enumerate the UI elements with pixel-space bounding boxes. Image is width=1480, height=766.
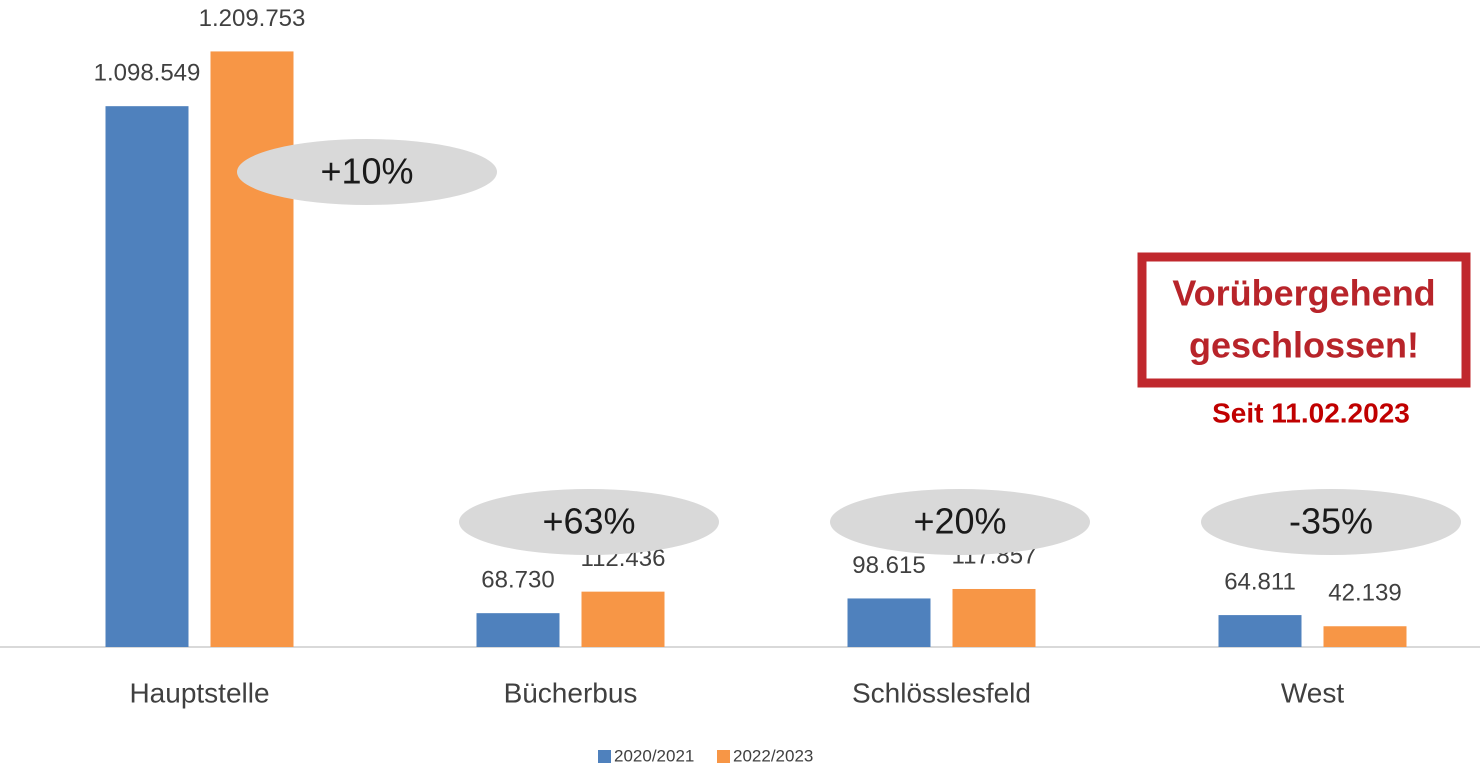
bar bbox=[1324, 626, 1407, 647]
closed-stamp: Vorübergehend geschlossen! bbox=[1142, 257, 1466, 383]
bar bbox=[211, 51, 294, 647]
value-label: 42.139 bbox=[1328, 580, 1401, 607]
value-label: 98.615 bbox=[852, 552, 925, 579]
change-label: +63% bbox=[542, 501, 635, 542]
bar bbox=[477, 613, 560, 647]
x-tick-label: Schlösslesfeld bbox=[852, 677, 1031, 708]
x-tick-label: Bücherbus bbox=[504, 677, 638, 708]
change-label: +10% bbox=[320, 151, 413, 192]
bar bbox=[953, 589, 1036, 647]
x-tick-label: Hauptstelle bbox=[129, 677, 269, 708]
legend-swatch bbox=[717, 750, 730, 763]
legend-label: 2020/2021 bbox=[614, 746, 694, 765]
chart: Vorübergehend geschlossen! Seit 11.02.20… bbox=[0, 0, 1480, 766]
change-label: -35% bbox=[1289, 501, 1373, 542]
stamp-line: Vorübergehend bbox=[1172, 273, 1435, 314]
bar bbox=[848, 598, 931, 647]
value-label: 64.811 bbox=[1224, 568, 1296, 595]
change-label: +20% bbox=[913, 501, 1006, 542]
legend-swatch bbox=[598, 750, 611, 763]
x-tick-label: West bbox=[1281, 677, 1344, 708]
bar bbox=[106, 106, 189, 647]
stamp-line: geschlossen! bbox=[1189, 325, 1419, 366]
bar bbox=[582, 592, 665, 647]
legend-label: 2022/2023 bbox=[733, 746, 813, 765]
value-label: 68.730 bbox=[481, 567, 554, 594]
bar bbox=[1219, 615, 1302, 647]
value-label: 1.098.549 bbox=[94, 60, 201, 87]
value-label: 1.209.753 bbox=[199, 5, 306, 32]
stamp-note: Seit 11.02.2023 bbox=[1212, 397, 1410, 428]
